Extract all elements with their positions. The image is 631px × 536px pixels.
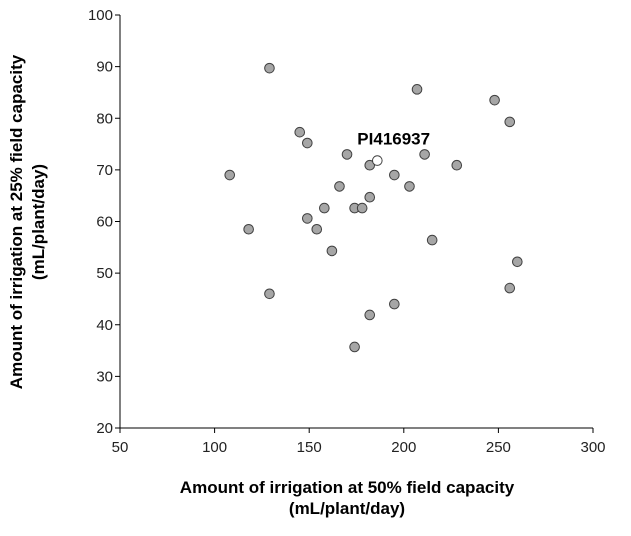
data-point [302,137,313,149]
data-point [302,213,313,224]
x-tick-label: 50 [112,439,129,456]
data-point [512,256,523,268]
data-point [451,159,463,171]
x-axis-title-line-2: (mL/plant/day) [289,499,405,518]
tick-labels: 20 30 40 50 60 70 80 90 100 50 100 150 200 250 300 [88,7,606,456]
data-point [419,149,430,160]
data-point [411,84,423,95]
data-point [364,159,376,171]
data-point [311,223,323,235]
y-tick-label: 80 [96,110,113,127]
data-point [349,341,360,353]
y-tick-label: 60 [96,214,113,231]
data-point [504,282,516,294]
data-point [224,169,236,181]
x-tick-label: 250 [486,439,511,456]
data-point [404,181,415,192]
data-point [489,94,500,106]
data-point [319,202,330,214]
data-point [364,309,376,321]
highlight-label: PI416937 [357,130,430,149]
y-tick-label: 50 [96,265,113,282]
x-tick-label: 150 [297,439,322,456]
y-axis-title-line-2: (mL/plant/day) [29,164,48,280]
x-tick-label: 300 [580,439,605,456]
data-point [389,169,400,181]
x-axis-title-line-1: Amount of irrigation at 50% field capaci… [180,478,515,497]
data-point [341,149,353,160]
highlight-point [372,155,383,166]
y-tick-label: 20 [96,420,113,437]
data-point [294,126,306,138]
data-points [224,62,523,353]
y-tick-label: 30 [96,368,113,385]
y-axis-title-line-1: Amount of irrigation at 25% field capaci… [7,54,26,389]
data-point [243,223,254,235]
data-point [264,288,275,300]
data-point [389,298,400,310]
data-point [504,116,516,128]
data-point [356,202,368,214]
data-point [334,181,345,192]
data-point [264,62,275,74]
axes [115,14,594,433]
y-tick-label: 40 [96,317,113,334]
y-tick-label: 90 [96,59,113,76]
y-tick-label: 100 [88,7,113,24]
y-tick-label: 70 [96,162,113,179]
data-point [426,234,438,246]
x-tick-label: 100 [202,439,227,456]
x-tick-label: 200 [391,439,416,456]
data-point [364,191,376,203]
data-point [326,245,338,257]
highlight-group: PI416937 [357,130,430,166]
